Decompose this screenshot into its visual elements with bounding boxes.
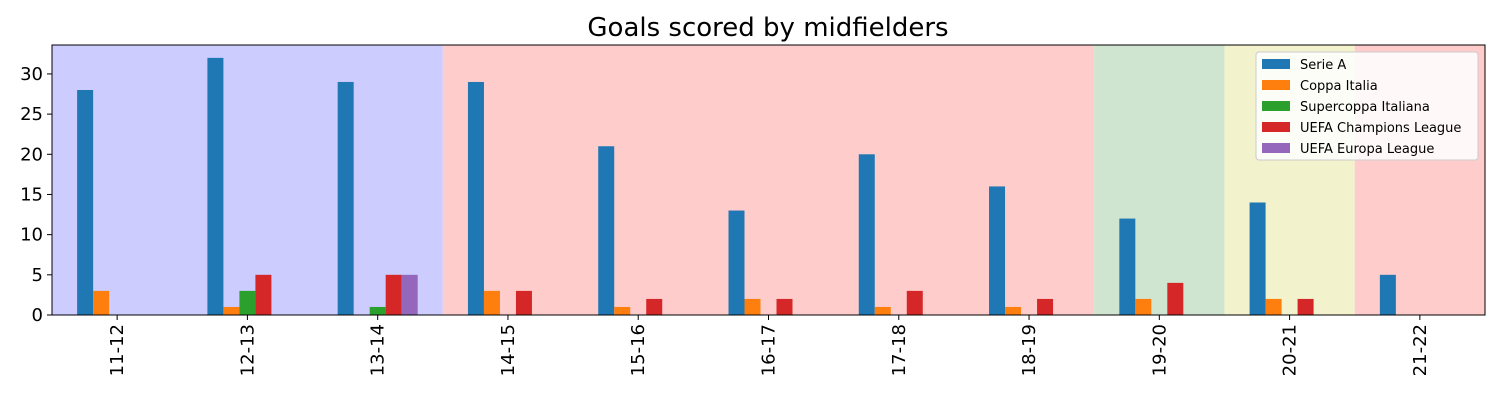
bar-coppa-italia-11-12 (93, 290, 110, 315)
bar-coppa-italia-14-15 (483, 290, 500, 315)
x-tick-label-13-14: 13-14 (368, 324, 389, 376)
chart-title: Goals scored by midfielders (587, 13, 948, 43)
bar-serie-a-12-13 (207, 57, 224, 315)
bar-serie-a-21-22 (1379, 274, 1396, 315)
legend-label-uefa-champions-league: UEFA Champions League (1300, 121, 1461, 136)
x-tick-label-12-13: 12-13 (237, 324, 258, 376)
bars (77, 57, 1396, 315)
legend-label-uefa-europa-league: UEFA Europa League (1300, 142, 1434, 157)
bar-uefa-champions-league-17-18 (906, 290, 923, 315)
bar-coppa-italia-19-20 (1135, 298, 1152, 315)
bar-uefa-champions-league-15-16 (646, 298, 663, 315)
x-tick-label-19-20: 19-20 (1149, 324, 1170, 376)
bar-coppa-italia-20-21 (1265, 298, 1282, 315)
background-band-0 (52, 45, 443, 315)
bar-coppa-italia-15-16 (614, 306, 631, 315)
bar-coppa-italia-18-19 (1005, 306, 1022, 315)
background-band-1 (442, 45, 1095, 315)
bar-uefa-champions-league-19-20 (1167, 282, 1184, 315)
bar-uefa-champions-league-12-13 (255, 274, 272, 315)
y-tick-label-15: 15 (20, 184, 43, 205)
bar-serie-a-14-15 (467, 81, 484, 315)
legend-swatch-supercoppa-italiana (1262, 101, 1290, 111)
bar-coppa-italia-16-17 (744, 298, 761, 315)
legend-swatch-uefa-champions-league (1262, 122, 1290, 132)
bar-uefa-champions-league-14-15 (515, 290, 532, 315)
bar-supercoppa-italiana-12-13 (239, 290, 256, 315)
x-tick-label-20-21: 20-21 (1280, 324, 1301, 376)
legend-swatch-serie-a (1262, 59, 1290, 69)
legend-swatch-uefa-europa-league (1262, 143, 1290, 153)
x-tick-label-21-22: 21-22 (1410, 324, 1431, 376)
y-tick-label-10: 10 (20, 225, 43, 246)
bar-uefa-champions-league-13-14 (385, 274, 402, 315)
legend-label-coppa-italia: Coppa Italia (1300, 79, 1378, 94)
legend-label-serie-a: Serie A (1300, 58, 1346, 73)
bar-uefa-champions-league-18-19 (1037, 298, 1054, 315)
x-tick-label-17-18: 17-18 (889, 324, 910, 376)
x-tick-label-16-17: 16-17 (759, 324, 780, 376)
bar-uefa-europa-league-13-14 (401, 274, 418, 315)
bar-coppa-italia-17-18 (874, 306, 891, 315)
x-tick-label-11-12: 11-12 (107, 324, 128, 376)
y-tick-label-20: 20 (20, 144, 43, 165)
legend: Serie A Coppa Italia Supercoppa Italiana UE… (1255, 51, 1479, 161)
bar-coppa-italia-12-13 (223, 306, 240, 315)
legend-swatch-coppa-italia (1262, 80, 1290, 90)
y-tick-label-0: 0 (32, 305, 43, 326)
bar-uefa-champions-league-20-21 (1297, 298, 1314, 315)
bar-supercoppa-italiana-13-14 (369, 306, 386, 315)
axes: 0 5 10 15 20 25 30 11-12 12-13 13-14 14-15 15-16 16-… (20, 44, 1486, 376)
x-tick-label-15-16: 15-16 (628, 324, 649, 376)
bar-serie-a-16-17 (728, 210, 745, 315)
bar-serie-a-20-21 (1249, 202, 1266, 315)
y-tick-label-5: 5 (32, 265, 43, 286)
bar-serie-a-19-20 (1119, 218, 1136, 315)
bar-uefa-champions-league-16-17 (776, 298, 793, 315)
background-band-2 (1094, 45, 1225, 315)
y-tick-label-30: 30 (20, 64, 43, 85)
bar-serie-a-15-16 (598, 146, 615, 315)
legend-label-supercoppa-italiana: Supercoppa Italiana (1300, 100, 1430, 115)
x-tick-label-18-19: 18-19 (1019, 324, 1040, 376)
bar-serie-a-11-12 (77, 90, 94, 315)
legend-box (1255, 51, 1479, 161)
x-tick-label-14-15: 14-15 (498, 324, 519, 376)
y-tick-label-25: 25 (20, 104, 43, 125)
bar-serie-a-18-19 (989, 186, 1006, 315)
bar-serie-a-13-14 (337, 81, 354, 315)
bar-serie-a-17-18 (858, 154, 875, 315)
